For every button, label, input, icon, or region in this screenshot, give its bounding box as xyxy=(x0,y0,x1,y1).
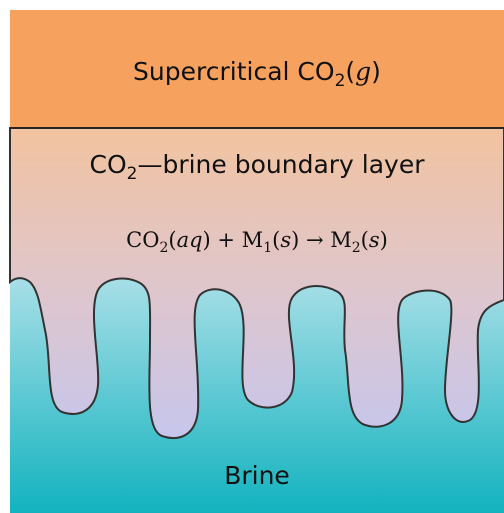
label-part: ( xyxy=(345,57,355,86)
reaction-label: CO2(aq) + M1(s) → M2(s) xyxy=(126,228,388,256)
boundary-layer xyxy=(9,127,504,439)
label-part: —brine boundary layer xyxy=(137,150,425,179)
label-part: ( xyxy=(361,228,369,252)
label-part: ) xyxy=(371,57,381,86)
label-part: ) → M xyxy=(291,228,352,252)
label-part: 2 xyxy=(335,71,346,91)
label-part: CO xyxy=(126,228,159,252)
label-part: g xyxy=(355,57,371,86)
label-part: 2 xyxy=(159,240,168,256)
supercritical-region xyxy=(10,10,504,128)
label-part: CO xyxy=(89,150,126,179)
label-part: ( xyxy=(168,228,176,252)
boundary-label: CO2—brine boundary layer xyxy=(89,150,425,184)
label-part: aq xyxy=(177,228,203,252)
label-part: 1 xyxy=(263,240,272,256)
label-part: s xyxy=(280,228,291,252)
label-part: 2 xyxy=(127,164,138,184)
label-part: s xyxy=(369,228,380,252)
brine-label: Brine xyxy=(224,461,290,490)
label-part: ( xyxy=(272,228,280,252)
label-part: ) xyxy=(380,228,388,252)
label-part: ) + M xyxy=(203,228,264,252)
label-part: 2 xyxy=(352,240,361,256)
label-part: Supercritical CO xyxy=(133,57,335,86)
supercritical-label: Supercritical CO2(g) xyxy=(133,57,381,91)
